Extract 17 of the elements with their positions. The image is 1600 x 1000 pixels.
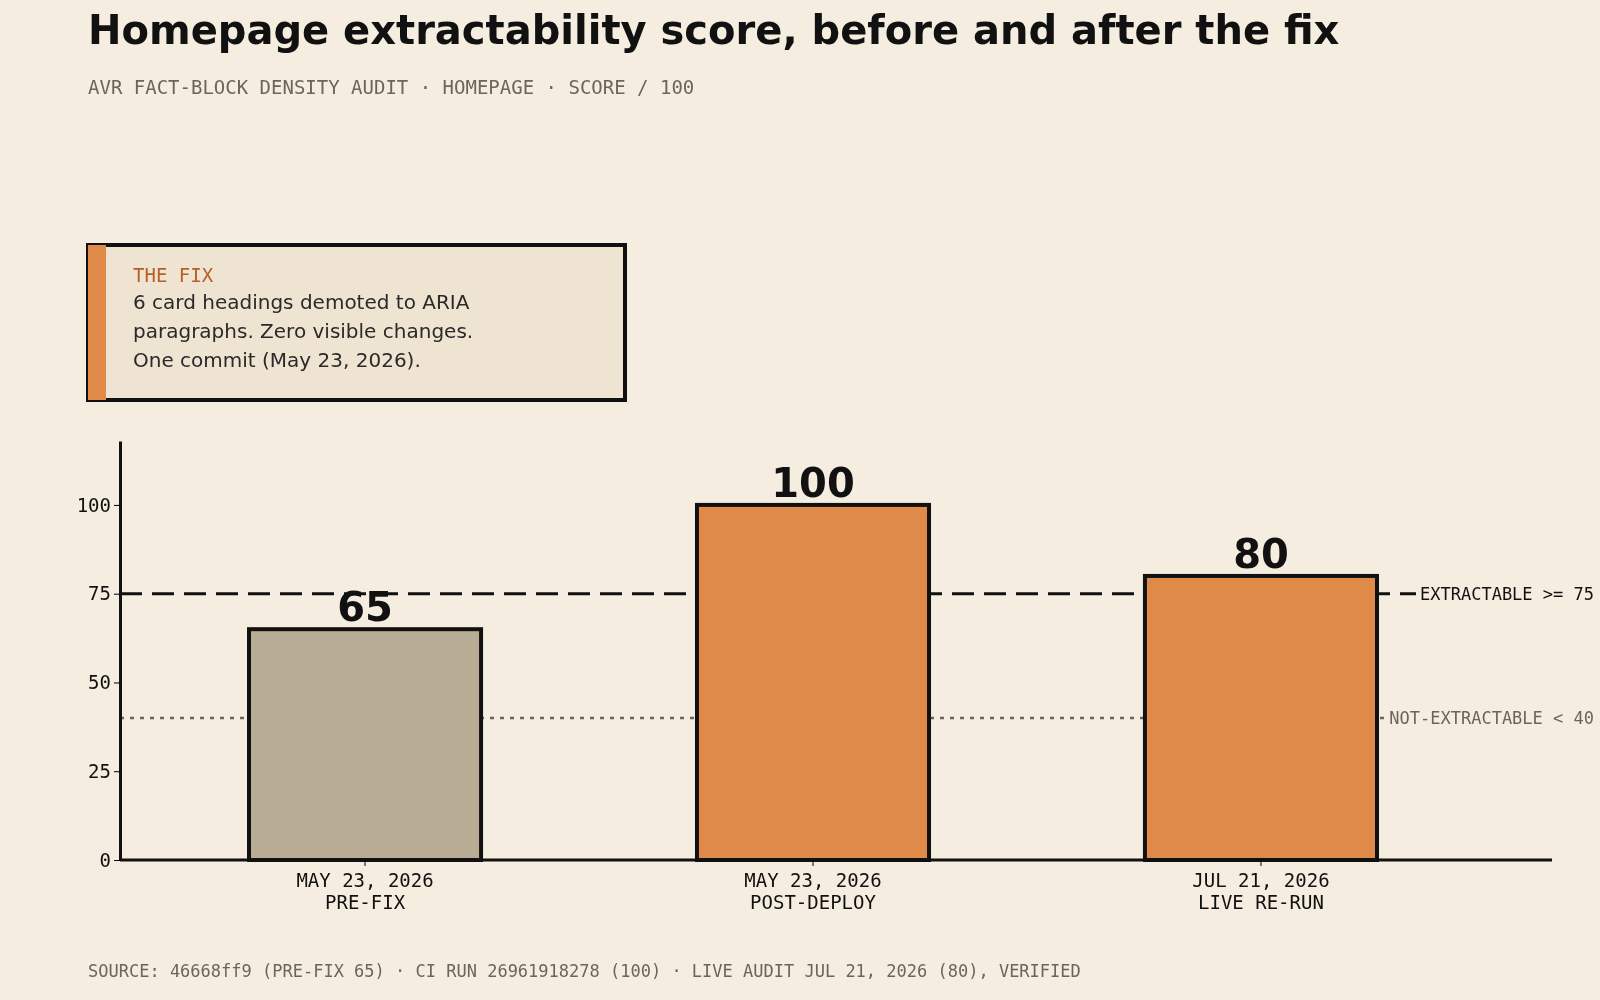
y-tick-label: 50 [88,671,111,694]
x-tick-label: MAY 23, 2026 POST-DEPLOY [744,869,882,914]
text: THE FIX [133,264,214,286]
text: 6 card headings demoted to ARIA paragraphs. Zero visible changes. One commit (May 23, 2026). [133,290,474,372]
ref-line-label: EXTRACTABLE >= 75 [1420,583,1594,604]
data-label: 100 [771,459,855,506]
x-tick-label: JUL 21, 2026 LIVE RE-RUN [1192,869,1330,914]
data-label: 80 [1233,530,1289,577]
x-tick-label: MAY 23, 2026 PRE-FIX [296,869,434,914]
y-tick-label: 75 [88,582,111,605]
ref-line-label: NOT-EXTRACTABLE < 40 [1389,707,1594,728]
chart-subtitle: AVR FACT-BLOCK DENSITY AUDIT · HOMEPAGE · SCORE / 100 [88,76,695,98]
y-tick-label: 25 [88,759,111,782]
y-tick-label: 0 [99,848,111,871]
y-tick-label: 100 [76,493,111,516]
chart-title: Homepage extractability score, before and after the fix [88,7,1340,53]
source-note: SOURCE: 46668ff9 (PRE-FIX 65) · CI RUN 26961918278 (100) · LIVE AUDIT JUL 21, 2026 (80), VERIFIED [88,961,1081,981]
